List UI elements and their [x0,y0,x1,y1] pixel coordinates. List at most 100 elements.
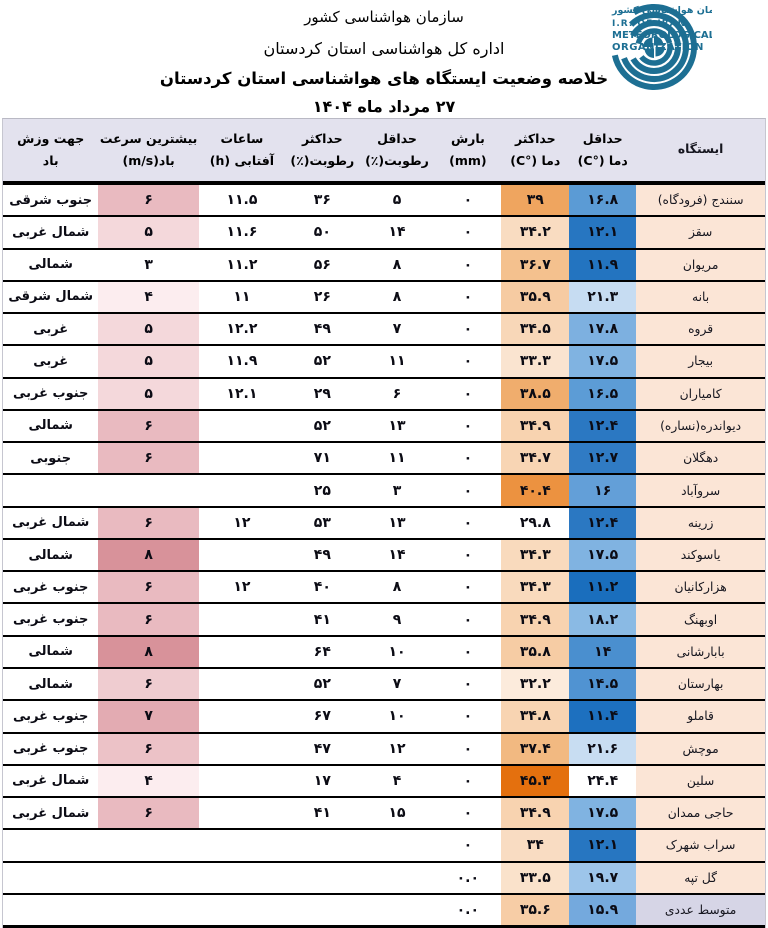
sunshine-cell: ۱۱.۵ [226,192,258,209]
precip-cell: ۰ [463,643,473,660]
min-temp-cell: ۱۶ [569,475,637,506]
wind-speed-cell: ۶ [98,185,199,216]
max-humidity-cell [285,863,360,893]
max-humidity-cell: ۴۱ [313,805,331,822]
max-humidity-cell: ۲۶ [313,288,331,305]
wind-speed-cell: ۸ [98,539,199,571]
min-temp-cell: ۱۲.۱ [569,830,637,861]
table-row: سلین ۲۴.۴ ۴۵.۳ ۰ ۴ ۱۷ ۴ شمال غربی [3,765,765,799]
wind-speed-cell: ۶ [98,443,199,474]
pinwheel-icon [643,36,665,58]
table-row: اوبهنگ ۱۸.۲ ۳۴.۹ ۰ ۹ ۴۱ ۶ جنوب غربی [3,604,765,637]
station-name-cell: حاجی ممدان [636,798,765,829]
report-title: خلاصه وضعیت ایستگاه های هواشناسی استان ک… [159,69,609,88]
max-humidity-cell: ۲۹ [313,385,331,402]
min-temp-cell: ۱۱.۲ [569,572,637,603]
max-temp-cell: ۴۰.۴ [501,475,570,506]
min-humidity-cell [360,895,435,925]
wind-direction-cell: غربی [33,321,69,337]
min-humidity-cell: ۱۴ [388,224,406,241]
min-temp-cell: ۱۱.۴ [569,701,637,732]
min-humidity-cell: ۱۱ [388,353,406,370]
sunshine-cell [199,604,285,634]
wind-direction-cell: جنوب غربی [12,741,89,757]
sunshine-cell [199,475,285,505]
wind-direction-cell [3,863,98,893]
table-row: هزارکانیان ۱۱.۲ ۳۴.۳ ۰ ۸ ۴۰ ۱۲ ۶ جنوب غر… [3,572,765,605]
wind-direction-cell: شمالی [28,547,73,563]
wind-speed-cell: ۵ [98,346,199,377]
min-temp-cell: ۱۶.۸ [569,185,637,216]
station-name-cell: سروآباد [636,475,765,506]
max-temp-cell: ۳۵.۹ [501,281,570,313]
max-temp-cell: ۳۷.۴ [501,733,570,764]
max-temp-cell: ۴۵.۳ [501,765,570,797]
precip-cell: ۰ [463,676,473,693]
wind-speed-cell: ۷ [98,701,199,732]
max-temp-cell: ۳۹ [501,185,570,216]
precip-cell: ۰ [463,740,473,757]
table-row: سقز ۱۲.۱ ۳۴.۲ ۰ ۱۴ ۵۰ ۱۱.۶ ۵ شمال غربی [3,217,765,250]
wind-direction-cell: شمالی [28,644,73,660]
max-humidity-cell: ۵۲ [313,353,331,370]
wind-speed-cell: ۶ [98,572,199,603]
wind-direction-cell [3,895,98,925]
col-header-min-humidity: حداقل رطوبت(٪) [365,131,429,168]
max-humidity-cell: ۴۱ [313,611,331,628]
sunshine-cell [199,798,285,828]
max-temp-cell: ۳۸.۵ [501,378,570,409]
sunshine-cell [199,637,285,667]
max-temp-cell: ۳۵.۶ [501,894,570,926]
station-name-cell: دیواندره(نساره) [636,410,765,442]
station-name-cell: بانه [636,281,765,313]
wind-direction-cell: شمال غربی [12,805,90,821]
max-humidity-cell: ۷۱ [313,450,331,467]
table-row: سروآباد ۱۶ ۴۰.۴ ۰ ۳ ۲۵ [3,475,765,508]
precip-cell: ۰ [463,805,473,822]
sunshine-cell [199,411,285,441]
col-header-station: ایستگاه [677,142,724,157]
station-name-cell: سقز [636,217,765,248]
min-temp-cell: ۱۴.۵ [569,668,637,700]
table-row: بهارستان ۱۴.۵ ۳۲.۲ ۰ ۷ ۵۲ ۶ شمالی [3,668,765,702]
table-row: دیواندره(نساره) ۱۲.۴ ۳۴.۹ ۰ ۱۳ ۵۲ ۶ شمال… [3,410,765,444]
min-humidity-cell: ۱۱ [388,450,406,467]
logo-en-line1: I.R. OF IRAN [612,19,686,29]
min-humidity-cell: ۱۰ [388,708,406,725]
wind-direction-cell: شمال غربی [12,515,90,531]
precip-cell: ۰ [463,288,473,305]
wind-speed-cell: ۴ [98,281,199,313]
min-temp-cell: ۱۶.۵ [569,378,637,409]
wind-speed-cell: ۶ [98,604,199,635]
col-header-min-temp: حداقل دما (°C) [577,131,628,168]
min-temp-cell: ۱۷.۵ [569,346,637,377]
max-temp-cell: ۳۴.۹ [501,604,570,635]
station-name-cell: مریوان [636,249,765,280]
max-humidity-cell: ۴۷ [313,740,331,757]
max-humidity-cell: ۶۴ [313,643,331,660]
sunshine-cell: ۱۲.۲ [226,321,258,338]
wind-direction-cell: شمالی [28,257,73,273]
min-temp-cell: ۲۱.۶ [569,733,637,764]
table-row: گل تپه ۱۹.۷ ۳۳.۵ ۰.۰ [3,862,765,895]
station-name-cell: زرینه [636,507,765,538]
wind-speed-cell: ۶ [98,733,199,764]
min-humidity-cell: ۴ [392,772,402,789]
sunshine-cell: ۱۱.۹ [226,353,258,370]
irimo-logo-icon: سازمان هواشناسی کشور I.R. OF IRAN METEOR… [611,4,712,90]
sunshine-cell [199,443,285,473]
wind-speed-cell: ۵ [98,217,199,248]
max-temp-cell: ۳۴.۷ [501,443,570,474]
min-temp-cell: ۱۲.۷ [569,443,637,474]
precip-cell: ۰ [463,708,473,725]
max-temp-cell: ۳۴.۹ [501,410,570,442]
wind-speed-cell [98,475,199,505]
table-row: سراب شهرک ۱۲.۱ ۳۴ ۰ [3,830,765,863]
precip-cell: ۰ [463,385,473,402]
station-name-cell: دهگلان [636,443,765,474]
min-temp-cell: ۱۱.۹ [569,249,637,280]
sunshine-cell: ۱۲ [233,579,251,596]
station-name-cell: متوسط عددی [636,894,765,926]
wind-speed-cell: ۶ [98,798,199,829]
min-humidity-cell: ۳ [392,482,402,499]
